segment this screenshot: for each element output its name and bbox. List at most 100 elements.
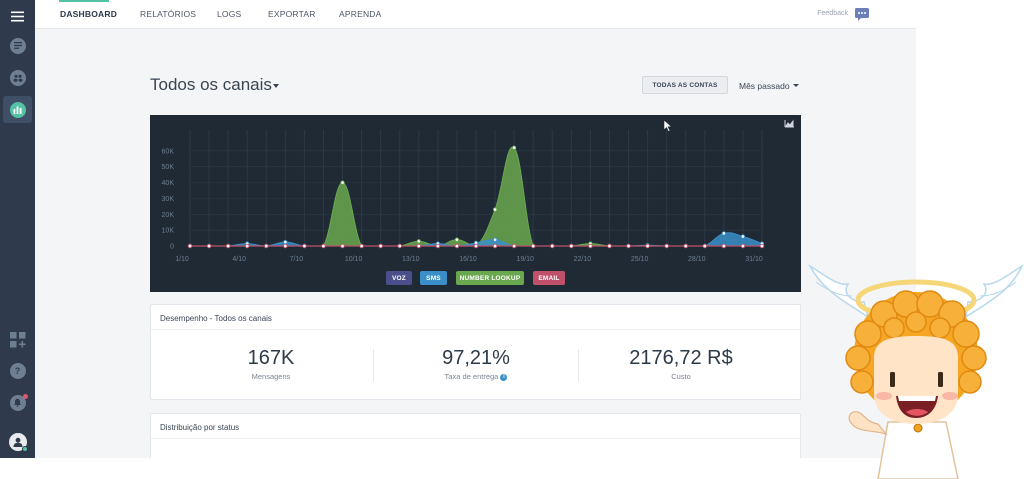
- data-point-email[interactable]: [645, 243, 650, 249]
- legend-email[interactable]: EMAIL: [533, 271, 565, 285]
- data-point-email[interactable]: [721, 243, 727, 249]
- data-point-email[interactable]: [550, 243, 555, 249]
- x-tick-label: 25/10: [631, 256, 649, 263]
- data-point-email[interactable]: [359, 243, 364, 249]
- data-point-email[interactable]: [511, 243, 517, 249]
- data-point-email[interactable]: [454, 243, 460, 249]
- app-window: ? DASHBOARD RELATÓRIOS LOGS EXPORTAR APR…: [0, 0, 916, 458]
- data-point-email[interactable]: [607, 243, 612, 249]
- data-point-email[interactable]: [416, 243, 422, 249]
- period-chevron-down-icon[interactable]: [793, 84, 799, 87]
- cost-label: Custo: [671, 372, 691, 381]
- sidebar-item-notifications[interactable]: [3, 389, 32, 416]
- data-point-number-lookup[interactable]: [492, 207, 498, 212]
- status-distribution-card: Distribuição por status: [150, 413, 801, 458]
- period-select[interactable]: Mês passado: [739, 81, 790, 91]
- active-tab-indicator: [59, 0, 109, 2]
- data-point-email[interactable]: [740, 243, 746, 249]
- tab-export[interactable]: EXPORTAR: [268, 9, 316, 19]
- divider: [151, 438, 800, 439]
- apps-icon: [9, 331, 25, 347]
- tab-logs[interactable]: LOGS: [217, 9, 242, 19]
- sidebar-item-profile[interactable]: [3, 428, 32, 455]
- legend-sms[interactable]: SMS: [420, 271, 447, 285]
- channels-chart: 0 10K 20K 30K 40K 50K 60K 1/10 4/10 7/10 10/10 13/1…: [150, 115, 801, 292]
- y-tick-label: 60K: [162, 148, 175, 155]
- page-title[interactable]: Todos os canais: [150, 75, 272, 94]
- data-point-email[interactable]: [683, 243, 688, 249]
- chart-type-icon[interactable]: [784, 119, 794, 128]
- data-point-email[interactable]: [492, 243, 498, 249]
- legend-voz[interactable]: VOZ: [386, 271, 412, 285]
- tab-dashboard[interactable]: DASHBOARD: [60, 9, 118, 19]
- x-tick-label: 7/10: [290, 256, 304, 263]
- info-icon[interactable]: i: [500, 373, 508, 381]
- y-tick-label: 50K: [162, 164, 175, 171]
- sidebar-item-contacts[interactable]: [3, 64, 32, 91]
- data-point-sms[interactable]: [740, 234, 746, 239]
- chevron-down-icon[interactable]: [273, 84, 279, 88]
- performance-title: Desempenho - Todos os canais: [160, 314, 272, 323]
- data-point-number-lookup[interactable]: [340, 180, 345, 185]
- series-area-number-lookup: [190, 146, 762, 246]
- data-point-email[interactable]: [244, 243, 250, 249]
- x-tick-label: 22/10: [574, 256, 592, 263]
- data-point-email[interactable]: [206, 243, 212, 249]
- x-tick-label: 31/10: [745, 256, 763, 263]
- data-point-email[interactable]: [264, 243, 269, 249]
- y-tick-label: 10K: [162, 228, 175, 235]
- tab-reports[interactable]: RELATÓRIOS: [140, 9, 197, 19]
- y-tick-label: 0: [170, 244, 174, 251]
- data-point-email[interactable]: [664, 243, 669, 249]
- data-point-email[interactable]: [321, 243, 326, 249]
- data-point-email[interactable]: [340, 243, 345, 249]
- data-point-number-lookup[interactable]: [416, 239, 421, 244]
- data-point-sms[interactable]: [721, 231, 726, 236]
- data-point-sms[interactable]: [492, 237, 498, 242]
- data-point-email[interactable]: [530, 243, 536, 249]
- data-point-number-lookup[interactable]: [454, 237, 460, 242]
- feedback-chat-icon[interactable]: [855, 8, 869, 21]
- sidebar-item-messages[interactable]: [3, 32, 32, 59]
- performance-card: Desempenho - Todos os canais 167K Mensag…: [150, 304, 801, 400]
- x-tick-label: 1/10: [175, 256, 189, 263]
- data-point-email[interactable]: [435, 243, 441, 249]
- x-tick-label: 28/10: [688, 256, 706, 263]
- all-accounts-button[interactable]: TODAS AS CONTAS: [642, 76, 728, 94]
- delivery-rate-label: Taxa de entrega: [444, 372, 499, 381]
- y-tick-label: 20K: [162, 212, 175, 219]
- top-nav: DASHBOARD RELATÓRIOS LOGS EXPORTAR APREN…: [35, 0, 916, 29]
- data-point-email[interactable]: [397, 243, 402, 249]
- chart-svg: 0 10K 20K 30K 40K 50K 60K 1/10 4/10 7/10 10/10 13/1…: [162, 119, 794, 263]
- avatar: [8, 432, 28, 452]
- delivery-rate-value: 97,21%: [442, 347, 510, 369]
- sidebar-item-apps[interactable]: [3, 326, 32, 353]
- data-point-email[interactable]: [302, 243, 307, 249]
- messages-value: 167K: [247, 347, 295, 369]
- tab-learn[interactable]: APRENDA: [339, 9, 382, 19]
- data-point-email[interactable]: [187, 243, 193, 249]
- messages-label: Mensagens: [251, 372, 291, 381]
- x-tick-label: 13/10: [402, 256, 420, 263]
- data-point-email[interactable]: [283, 243, 288, 249]
- data-point-email[interactable]: [225, 243, 231, 249]
- menu-button[interactable]: [3, 3, 32, 30]
- data-point-email[interactable]: [588, 243, 593, 249]
- data-point-email[interactable]: [569, 243, 574, 249]
- data-point-email[interactable]: [378, 243, 383, 249]
- legend-number-lookup[interactable]: NUMBER LOOKUP: [456, 271, 524, 285]
- data-point-email[interactable]: [626, 243, 631, 249]
- data-point-sms[interactable]: [283, 239, 288, 245]
- y-tick-label: 30K: [162, 196, 175, 203]
- metric-messages: 167K Mensagens: [166, 347, 376, 381]
- help-icon: ?: [9, 362, 26, 379]
- data-point-email[interactable]: [473, 243, 479, 249]
- data-point-email[interactable]: [702, 243, 708, 249]
- hamburger-icon: [11, 11, 24, 22]
- data-point-number-lookup[interactable]: [512, 145, 517, 150]
- sidebar: ?: [0, 0, 35, 458]
- data-point-email[interactable]: [759, 243, 765, 249]
- feedback-link[interactable]: Feedback: [817, 10, 848, 17]
- sidebar-item-dashboard[interactable]: [3, 96, 32, 123]
- sidebar-item-help[interactable]: ?: [3, 357, 32, 384]
